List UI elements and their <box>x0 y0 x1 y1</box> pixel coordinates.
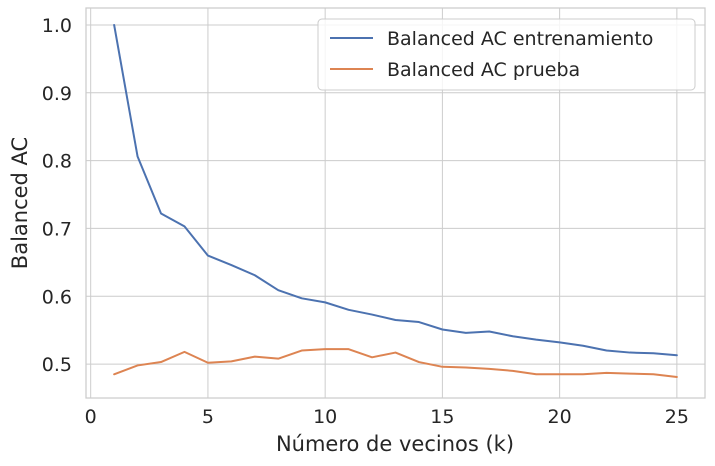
y-tick-label: 0.8 <box>42 151 72 173</box>
y-tick-labels: 0.5 0.6 0.7 0.8 0.9 1.0 <box>42 15 72 376</box>
x-axis-label: Número de vecinos (k) <box>276 432 514 456</box>
x-tick-label: 15 <box>430 406 454 428</box>
y-tick-label: 0.5 <box>42 354 72 376</box>
x-tick-label: 20 <box>548 406 572 428</box>
y-tick-label: 1.0 <box>42 15 72 37</box>
legend: Balanced AC entrenamiento Balanced AC pr… <box>317 18 696 91</box>
legend-box <box>317 18 696 91</box>
y-tick-label: 0.6 <box>42 286 72 308</box>
x-tick-label: 25 <box>665 406 689 428</box>
y-tick-label: 0.7 <box>42 218 72 240</box>
x-tick-label: 5 <box>202 406 214 428</box>
y-tick-label: 0.9 <box>42 83 72 105</box>
x-tick-labels: 0 5 10 15 20 25 <box>85 406 689 428</box>
series-line-training <box>113 23 678 357</box>
legend-label-test: Balanced AC prueba <box>387 59 580 81</box>
y-axis-label: Balanced AC <box>8 137 32 269</box>
x-tick-label: 0 <box>85 406 97 428</box>
series-line-test <box>113 348 678 378</box>
x-tick-label: 10 <box>313 406 337 428</box>
series-layer <box>113 23 678 378</box>
plot-frame <box>85 7 706 399</box>
legend-label-training: Balanced AC entrenamiento <box>387 28 653 50</box>
